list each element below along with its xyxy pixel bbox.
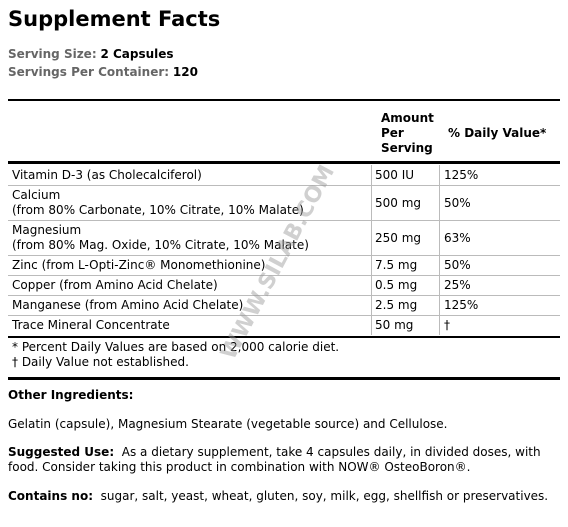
cell-divider xyxy=(371,255,372,275)
cell-divider xyxy=(371,165,372,185)
title: Supplement Facts xyxy=(8,7,221,31)
cell-divider xyxy=(439,295,440,315)
cell-divider xyxy=(439,275,440,295)
text: As a dietary supplement, take 4 capsules… xyxy=(8,445,541,474)
label: Serving Size: xyxy=(8,47,97,61)
amount: 500 IU xyxy=(375,168,415,182)
row-divider xyxy=(8,275,560,276)
footnote: † Daily Value not established. xyxy=(12,355,189,369)
amount: 50 mg xyxy=(375,318,414,332)
paragraph: Gelatin (capsule), Magnesium Stearate (v… xyxy=(8,417,448,431)
cell-divider xyxy=(439,185,440,220)
daily-value: 50% xyxy=(444,258,471,272)
rule xyxy=(8,377,560,380)
cell-divider xyxy=(371,185,372,220)
cell-divider xyxy=(371,220,372,255)
cell-divider xyxy=(371,275,372,295)
cell-divider xyxy=(439,220,440,255)
daily-value: 125% xyxy=(444,168,479,182)
amount: 0.5 mg xyxy=(375,278,418,292)
nutrient-name: (from 80% Mag. Oxide, 10% Citrate, 10% M… xyxy=(12,238,309,252)
nutrient-name: Copper (from Amino Acid Chelate) xyxy=(12,278,218,292)
daily-value: † xyxy=(444,318,450,332)
label: Contains no: xyxy=(8,489,93,503)
amount: 7.5 mg xyxy=(375,258,418,272)
nutrient-name: (from 80% Carbonate, 10% Citrate, 10% Ma… xyxy=(12,203,304,217)
label: Suggested Use: xyxy=(8,445,115,459)
rule xyxy=(8,161,560,164)
daily-value: 63% xyxy=(444,230,471,245)
paragraph: Suggested Use: As a dietary supplement, … xyxy=(8,445,560,475)
daily-value: 25% xyxy=(444,278,471,292)
servings: Servings Per Container: 120 xyxy=(8,65,198,80)
daily-value: 125% xyxy=(444,298,479,312)
rule xyxy=(8,336,560,338)
text: sugar, salt, yeast, wheat, gluten, soy, … xyxy=(100,489,549,503)
value: 120 xyxy=(172,65,198,79)
row-divider xyxy=(8,295,560,296)
rule xyxy=(8,99,560,101)
nutrient-name: Manganese (from Amino Acid Chelate) xyxy=(12,298,244,312)
value: 2 Capsules xyxy=(100,47,174,61)
paragraph: Contains no: sugar, salt, yeast, wheat, … xyxy=(8,489,560,504)
label: Servings Per Container: xyxy=(8,65,170,79)
nutrient-name: Vitamin D-3 (as Cholecalciferol) xyxy=(12,168,202,182)
amount: 2.5 mg xyxy=(375,298,418,312)
serving-size: Serving Size: 2 Capsules xyxy=(8,47,174,62)
column-header: Amount Per Serving xyxy=(381,111,434,155)
footnote: * Percent Daily Values are based on 2,00… xyxy=(12,340,340,354)
nutrient-name: Trace Mineral Concentrate xyxy=(12,318,170,332)
nutrient-name: Calcium xyxy=(12,188,61,202)
amount: 500 mg xyxy=(375,195,422,210)
daily-value: 50% xyxy=(444,195,471,210)
row-divider xyxy=(8,185,560,186)
cell-divider xyxy=(371,295,372,315)
row-divider xyxy=(8,255,560,256)
row-divider xyxy=(8,220,560,221)
row-divider xyxy=(8,315,560,316)
amount: 250 mg xyxy=(375,230,422,245)
cell-divider xyxy=(371,315,372,335)
cell-divider xyxy=(439,165,440,185)
column-header: % Daily Value* xyxy=(448,126,547,140)
nutrient-name: Magnesium xyxy=(12,223,82,237)
nutrient-name: Zinc (from L-Opti-Zinc® Monomethionine) xyxy=(12,258,266,272)
cell-divider xyxy=(439,315,440,335)
section-label: Other Ingredients: xyxy=(8,388,134,402)
cell-divider xyxy=(439,255,440,275)
